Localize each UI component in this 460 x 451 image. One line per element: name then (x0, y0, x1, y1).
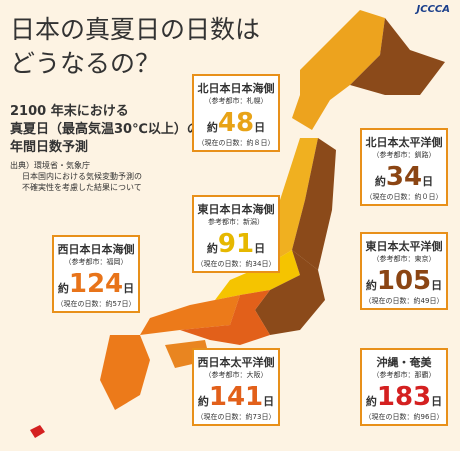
prefix: 約 (365, 279, 377, 292)
forecast-days: 183 (376, 382, 432, 412)
reference-city: （参考都市：東京） (372, 255, 436, 263)
title: 日本の真夏日の日数は (10, 15, 261, 44)
subtitle: 年間日数予測 (10, 140, 89, 155)
region-name: 沖縄・奄美 (376, 356, 432, 369)
unit: 日 (254, 242, 266, 255)
prefix: 約 (365, 395, 377, 408)
forecast: 約34日 (362, 162, 446, 192)
unit: 日 (422, 175, 434, 188)
source: 出典）環境省・気象庁 (10, 161, 90, 170)
current-days: （現在の日数：約96日） (364, 413, 444, 421)
prefix: 約 (197, 395, 209, 408)
forecast-days: 91 (217, 229, 255, 259)
okinawa (30, 425, 45, 438)
forecast: 約124日 (54, 269, 138, 299)
region-box: 西日本日本海側 （参考都市：福岡） 約124日 （現在の日数：約57日） (52, 235, 140, 313)
reference-city: （参考都市：札幌） (204, 97, 268, 105)
west-sea (140, 295, 240, 335)
forecast-days: 141 (208, 382, 264, 412)
subtitle: 2100 年末における (10, 104, 129, 119)
forecast: 約91日 (194, 229, 278, 259)
hokkaido-east (350, 18, 445, 95)
reference-city: （参考都市：那覇） (372, 371, 436, 379)
region-name: 東日本日本海側 (197, 203, 275, 216)
subtitle: 真夏日（最高気温30℃以上）の (10, 122, 200, 137)
unit: 日 (123, 282, 135, 295)
tohoku-sea (272, 138, 318, 262)
forecast: 約105日 (362, 266, 446, 296)
reference-city: （参考都市：福岡） (64, 258, 128, 266)
forecast: 約183日 (362, 382, 446, 412)
forecast-days: 48 (217, 108, 255, 138)
region-box: 東日本太平洋側 （参考都市：東京） 約105日 （現在の日数：約49日） (360, 232, 448, 310)
prefix: 約 (206, 121, 218, 134)
reference-city: （参考都市：釧路） (372, 151, 436, 159)
current-days: （現在の日数：約８日） (197, 139, 275, 147)
east-pacific (255, 250, 325, 335)
region-name: 北日本日本海側 (197, 82, 275, 95)
region-name: 西日本日本海側 (57, 243, 135, 256)
tohoku-pacific (292, 138, 336, 270)
logo: JCCCA (416, 4, 450, 15)
forecast-days: 124 (68, 269, 124, 299)
region-box: 沖縄・奄美 （参考都市：那覇） 約183日 （現在の日数：約96日） (360, 348, 448, 426)
prefix: 約 (206, 242, 218, 255)
unit: 日 (254, 121, 266, 134)
forecast-days: 105 (376, 266, 432, 296)
hokkaido-west (292, 10, 385, 130)
unit: 日 (263, 395, 275, 408)
forecast: 約141日 (194, 382, 278, 412)
current-days: （現在の日数：約49日） (364, 297, 444, 305)
kyushu (100, 335, 150, 410)
region-box: 東日本日本海側 参考都市：新潟） 約91日 （現在の日数：約34日） (192, 195, 280, 273)
region-name: 東日本太平洋側 (365, 240, 443, 253)
source: 日本国内における気候変動予測の (22, 172, 142, 181)
current-days: （現在の日数：約０日） (365, 193, 443, 201)
region-name: 西日本太平洋側 (197, 356, 275, 369)
reference-city: （参考都市：大阪） (204, 371, 268, 379)
prefix: 約 (374, 175, 386, 188)
title: どうなるの？ (10, 49, 161, 78)
unit: 日 (431, 395, 443, 408)
prefix: 約 (57, 282, 69, 295)
current-days: （現在の日数：約57日） (56, 300, 136, 308)
forecast: 約48日 (194, 108, 278, 138)
unit: 日 (431, 279, 443, 292)
current-days: （現在の日数：約34日） (196, 260, 276, 268)
region-box: 西日本太平洋側 （参考都市：大阪） 約141日 （現在の日数：約73日） (192, 348, 280, 426)
current-days: （現在の日数：約73日） (196, 413, 276, 421)
region-box: 北日本太平洋側 （参考都市：釧路） 約34日 （現在の日数：約０日） (360, 128, 448, 206)
reference-city: 参考都市：新潟） (208, 218, 264, 226)
source: 不確実性を考慮した結果について (22, 183, 142, 192)
region-name: 北日本太平洋側 (365, 136, 443, 149)
west-pacific (180, 290, 270, 345)
region-box: 北日本日本海側 （参考都市：札幌） 約48日 （現在の日数：約８日） (192, 74, 280, 152)
forecast-days: 34 (385, 162, 423, 192)
